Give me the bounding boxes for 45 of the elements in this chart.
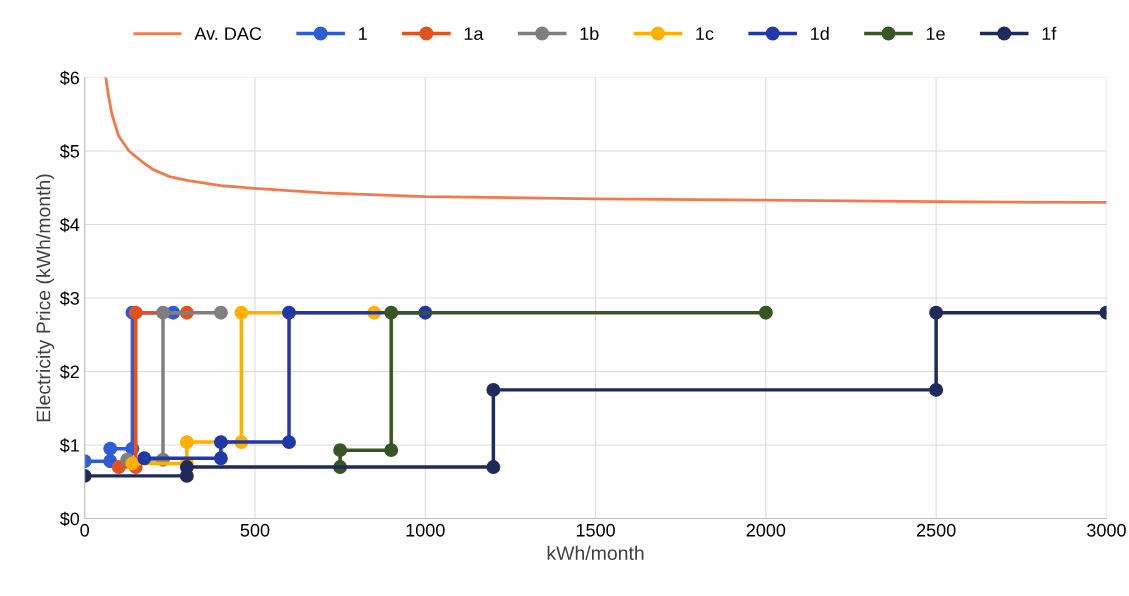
point [486,382,501,397]
x-axis-title: kWh/month [547,545,644,561]
legend-label: 1a [464,27,484,41]
x-tick-label: 3000 [1087,523,1126,537]
y-tick-label: $2 [59,364,79,380]
point [103,441,118,456]
legend-label: 1b [580,26,599,41]
point [384,443,399,458]
legend-label: 1e [926,27,945,41]
point [758,305,773,320]
y-tick-label: $5 [59,144,80,159]
point [282,435,296,450]
y-tick-label: $1 [59,438,79,453]
y-axis-title: Electricity Price (kWh/month) [36,174,55,422]
x-tick-label: 0 [80,523,89,537]
point [929,305,944,320]
point [179,435,194,450]
y-tick-label: $4 [59,217,80,233]
point [125,456,140,471]
point [213,305,228,320]
y-tick-label: $6 [59,70,80,86]
y-tick-label: $3 [59,291,80,306]
point [137,451,152,466]
point [486,460,501,475]
point [333,443,348,458]
legend-label: 1d [811,26,829,41]
point [156,305,170,320]
x-tick-label: 1500 [576,523,615,537]
point [282,305,296,320]
point [384,305,399,320]
point [111,460,126,475]
legend-label: 1c [696,27,714,41]
point [234,305,249,320]
legend-label: Av. DAC [194,27,262,41]
point [929,382,944,397]
x-tick-label: 1000 [406,523,445,537]
line-series [104,77,1107,204]
legend-label: 1 [359,27,367,40]
legend-label: 1f [1042,26,1057,40]
point [213,435,228,450]
x-tick-label: 2000 [746,523,786,537]
x-tick-label: 500 [240,523,270,537]
point [213,451,228,466]
x-tick-label: 2500 [916,523,956,537]
y-tick-label: $0 [59,511,80,527]
